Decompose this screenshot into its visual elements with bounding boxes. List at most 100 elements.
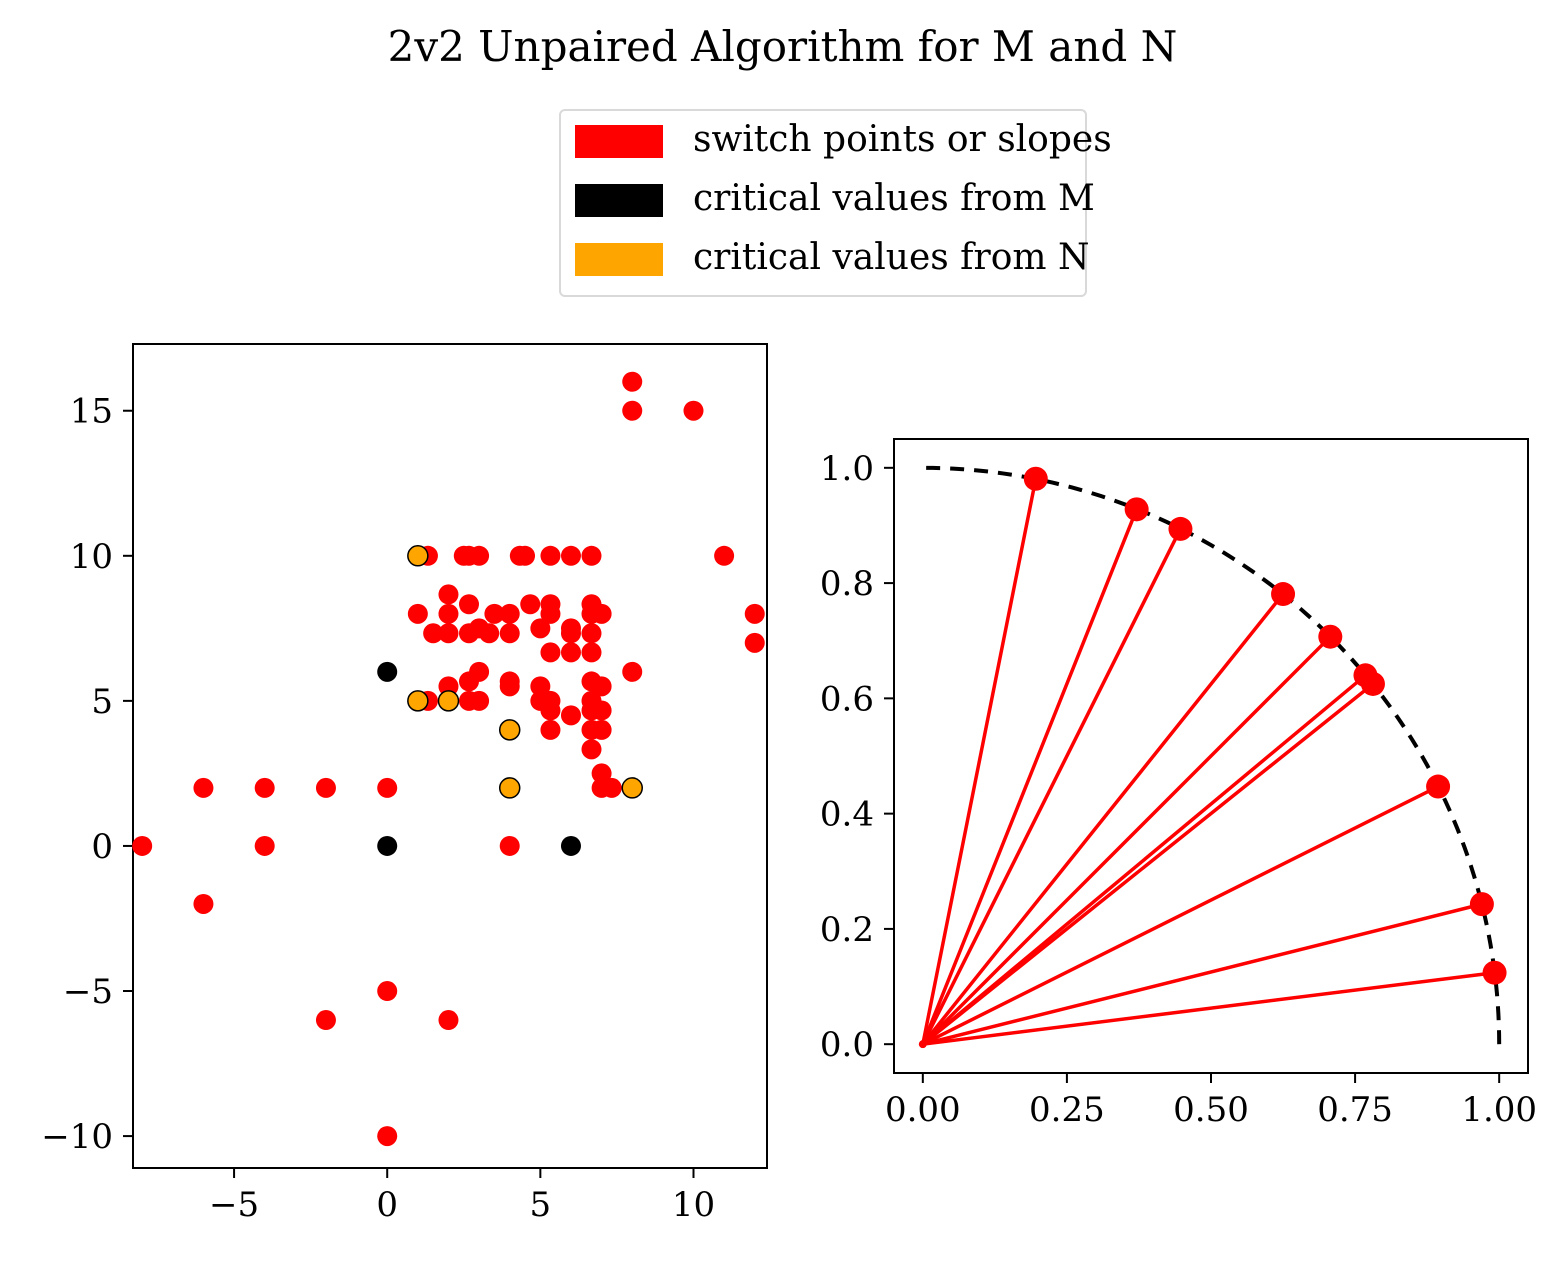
- ray-endpoint-marker: [1482, 960, 1507, 985]
- ray-line: [921, 478, 1038, 1045]
- switch-point-marker: [622, 661, 643, 682]
- switch-point-marker: [530, 618, 551, 639]
- origin-marker: [918, 1040, 927, 1049]
- x-tick-label: 10: [672, 1185, 715, 1225]
- unit-circle-plot: 0.00 0.25 0.50 0.75 1.00 0.0 0.2 0.4 0.6 0.8 1.0: [820, 438, 1537, 1130]
- switch-point-marker: [499, 835, 520, 856]
- switch-point-marker: [484, 603, 505, 624]
- switch-point-marker: [591, 700, 612, 721]
- switch-point-marker: [193, 777, 214, 798]
- switch-point-marker: [683, 400, 704, 421]
- legend-swatch-orange: [575, 243, 663, 276]
- critical-value-n-marker: [498, 719, 521, 741]
- switch-point-marker: [377, 1126, 398, 1147]
- switch-point-marker: [499, 623, 520, 644]
- switch-point-marker: [540, 642, 561, 663]
- switch-point-marker: [530, 676, 551, 697]
- ray-line: [921, 528, 1183, 1045]
- x-tick-label: 1.00: [1461, 1090, 1537, 1130]
- y-tick-label: −5: [63, 972, 113, 1012]
- switch-point-marker: [540, 603, 561, 624]
- switch-point-marker: [458, 594, 479, 615]
- critical-value-n-marker: [407, 690, 429, 712]
- ray-line: [921, 592, 1285, 1046]
- switch-point-marker: [499, 676, 520, 697]
- y-tick-label: 15: [70, 392, 113, 432]
- switch-point-marker: [254, 835, 275, 856]
- switch-point-marker: [469, 690, 490, 711]
- switch-point-marker: [540, 700, 561, 721]
- scatter-plot: −5 0 5 10 −10 −5 0 5 10 15: [41, 343, 768, 1225]
- switch-point-marker: [377, 777, 398, 798]
- ray-line: [921, 682, 1375, 1046]
- legend-swatch-red: [575, 125, 663, 158]
- critical-value-m-marker: [377, 835, 398, 856]
- legend-label: switch points or slopes: [693, 119, 1112, 160]
- ray-line: [922, 902, 1483, 1046]
- legend-label: critical values from M: [693, 178, 1095, 219]
- critical-value-n-marker: [621, 777, 643, 799]
- switch-point-marker: [581, 642, 602, 663]
- switch-point-marker: [499, 603, 520, 624]
- switch-point-marker: [407, 603, 428, 624]
- switch-point-marker: [540, 545, 561, 566]
- ray-endpoint-marker: [1426, 774, 1451, 799]
- x-tick-label: 0: [376, 1185, 398, 1225]
- switch-point-marker: [581, 623, 602, 644]
- switch-point-marker: [520, 594, 541, 615]
- switch-point-marker: [193, 893, 214, 914]
- chart-title: 2v2 Unpaired Algorithm for M and N: [387, 22, 1178, 71]
- switch-point-marker: [591, 719, 612, 740]
- y-tick-label: 0.4: [820, 795, 874, 835]
- critical-value-n-marker: [498, 777, 521, 799]
- switch-point-marker: [622, 371, 643, 392]
- ray-line: [921, 508, 1139, 1045]
- switch-point-marker: [438, 584, 459, 605]
- switch-point-marker: [622, 400, 643, 421]
- legend-label: critical values from N: [693, 237, 1090, 278]
- x-tick-label: 0.00: [885, 1090, 961, 1130]
- switch-point-marker: [581, 545, 602, 566]
- critical-value-m-marker: [377, 661, 398, 682]
- y-tick-label: 10: [70, 537, 113, 577]
- x-tick-label: 5: [530, 1185, 552, 1225]
- y-tick-label: 0: [91, 827, 113, 867]
- switch-point-marker: [438, 1010, 459, 1031]
- y-tick-label: 0.6: [820, 679, 874, 719]
- ray-endpoint-marker: [1360, 671, 1385, 696]
- switch-point-marker: [560, 705, 581, 726]
- ray-endpoint-marker: [1023, 466, 1048, 491]
- switch-point-marker: [315, 777, 336, 798]
- switch-point-marker: [601, 777, 622, 798]
- switch-point-marker: [315, 1010, 336, 1031]
- critical-value-n-marker: [437, 690, 460, 712]
- x-tick-label: 0.25: [1029, 1090, 1105, 1130]
- switch-point-marker: [744, 632, 765, 653]
- ray-endpoint-marker: [1469, 892, 1494, 917]
- switch-point-marker: [591, 603, 612, 624]
- ray-endpoint-marker: [1318, 624, 1343, 649]
- switch-point-marker: [714, 545, 735, 566]
- y-tick-label: 5: [91, 682, 113, 722]
- switch-point-marker: [515, 545, 536, 566]
- ray-line: [921, 635, 1332, 1046]
- switch-point-marker: [540, 719, 561, 740]
- legend: switch points or slopes critical values …: [559, 109, 1112, 297]
- switch-point-marker: [458, 671, 479, 692]
- switch-point-marker: [744, 603, 765, 624]
- y-tick-label: 0.8: [820, 564, 874, 604]
- switch-point-marker: [591, 676, 612, 697]
- switch-point-marker: [479, 623, 500, 644]
- switch-point-marker: [438, 623, 459, 644]
- y-tick-label: 1.0: [820, 449, 874, 489]
- ray-line: [922, 970, 1495, 1046]
- switch-point-marker: [560, 623, 581, 644]
- x-tick-label: −5: [209, 1185, 259, 1225]
- legend-swatch-black: [575, 184, 663, 217]
- ray-endpoint-marker: [1124, 497, 1149, 522]
- x-tick-label: 0.75: [1317, 1090, 1393, 1130]
- switch-point-marker: [423, 623, 444, 644]
- y-tick-label: 0.0: [820, 1025, 874, 1065]
- switch-point-marker: [377, 981, 398, 1002]
- switch-point-marker: [560, 642, 581, 663]
